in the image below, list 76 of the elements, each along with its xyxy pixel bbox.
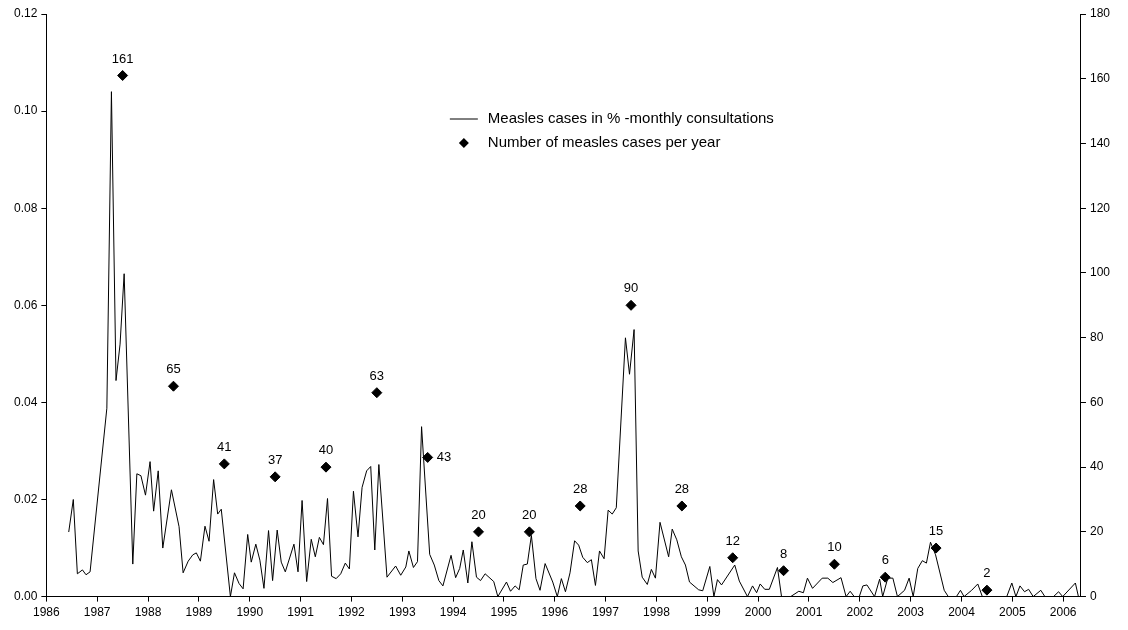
- point: [574, 500, 586, 512]
- data-label: 65: [166, 361, 181, 377]
- y2-tick-label: 140: [1089, 135, 1111, 150]
- y-tick-label: 0.12: [14, 6, 38, 21]
- data-label: 40: [318, 442, 334, 458]
- data-label: 15: [928, 523, 944, 539]
- x-tick-label: 1997: [592, 605, 620, 620]
- point: [320, 461, 332, 473]
- point: [981, 584, 993, 596]
- y2-tick-label: 20: [1089, 524, 1104, 539]
- y2-tick-label: 40: [1089, 459, 1104, 474]
- y2-tick-label: 180: [1089, 6, 1111, 21]
- x-tick-label: 1996: [541, 605, 569, 620]
- x-tick-label: 1995: [490, 605, 518, 620]
- data-label: 90: [623, 280, 639, 296]
- x-tick-label: 1990: [236, 605, 264, 620]
- data-label: 28: [572, 481, 588, 497]
- point: [218, 458, 230, 470]
- legend-label: Number of measles cases per year: [487, 133, 721, 151]
- x-tick-label: 2005: [998, 605, 1027, 620]
- point: [930, 542, 942, 554]
- x-tick-label: 2002: [846, 605, 874, 620]
- y-tick-label: 0.04: [14, 394, 38, 409]
- point: [117, 70, 129, 81]
- x-tick-label: 1987: [83, 605, 111, 620]
- y-tick-label: 0.00: [14, 588, 38, 603]
- y2-tick-label: 160: [1089, 71, 1111, 86]
- data-label: 37: [267, 451, 283, 467]
- point: [879, 571, 891, 583]
- point: [828, 558, 840, 570]
- x-tick-label: 1999: [693, 605, 721, 620]
- data-label: 20: [522, 506, 537, 522]
- point: [625, 299, 637, 311]
- y-tick-label: 0.08: [14, 200, 38, 215]
- x-tick-label: 2003: [897, 605, 925, 620]
- point: [473, 526, 485, 538]
- y-tick-label: 0.06: [14, 297, 38, 312]
- data-label: 41: [217, 438, 232, 454]
- point: [167, 380, 179, 392]
- y2-tick-label: 0: [1089, 588, 1097, 603]
- point: [727, 552, 739, 564]
- x-tick-label: 2001: [795, 605, 823, 620]
- data-label: 10: [827, 539, 842, 555]
- x-tick-label: 1989: [185, 605, 213, 620]
- point: [422, 451, 434, 463]
- x-tick-label: 1988: [134, 605, 162, 620]
- point: [269, 471, 281, 483]
- x-tick-label: 1998: [643, 605, 671, 620]
- x-tick-label: 2006: [1049, 605, 1077, 620]
- y2-tick-label: 120: [1089, 200, 1111, 215]
- point: [371, 387, 383, 399]
- data-label: 8: [779, 545, 788, 561]
- legend-label: Measles cases in % -monthly consultations: [487, 109, 774, 127]
- x-tick-label: 2000: [744, 605, 772, 620]
- y-tick-label: 0.10: [14, 103, 38, 118]
- data-label: 43: [436, 449, 452, 464]
- data-label: 2: [983, 565, 991, 581]
- y-tick-label: 0.02: [14, 491, 38, 506]
- point: [676, 500, 688, 512]
- y2-tick-label: 80: [1089, 329, 1104, 344]
- data-label: 161: [111, 50, 134, 66]
- y2-tick-label: 100: [1089, 265, 1111, 280]
- x-tick-label: 1992: [338, 605, 366, 620]
- data-label: 28: [674, 481, 690, 497]
- y2-tick-label: 60: [1089, 394, 1104, 409]
- point: [778, 565, 790, 577]
- data-label: 63: [369, 367, 385, 383]
- x-tick-label: 1991: [287, 605, 315, 620]
- x-tick-label: 2004: [948, 605, 976, 620]
- data-label: 6: [881, 552, 889, 568]
- point: [523, 526, 535, 538]
- x-tick-label: 1986: [33, 605, 61, 620]
- x-tick-label: 1993: [388, 605, 416, 620]
- data-label: 20: [471, 506, 486, 522]
- x-tick-label: 1994: [439, 605, 467, 620]
- data-label: 12: [725, 532, 740, 548]
